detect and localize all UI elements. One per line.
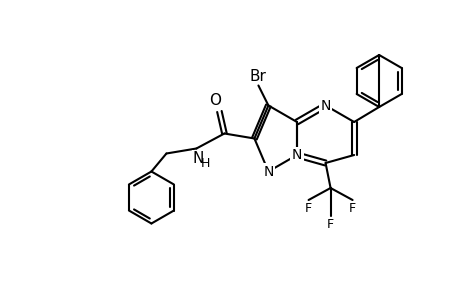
Text: N: N (192, 151, 204, 166)
Text: O: O (209, 92, 221, 107)
Text: Br: Br (249, 68, 266, 83)
Text: N: N (320, 98, 330, 112)
Text: N: N (291, 148, 302, 162)
Text: N: N (263, 164, 273, 178)
Text: H: H (200, 157, 210, 169)
Text: F: F (304, 202, 312, 215)
Text: F: F (348, 202, 355, 215)
Text: F: F (326, 218, 333, 231)
